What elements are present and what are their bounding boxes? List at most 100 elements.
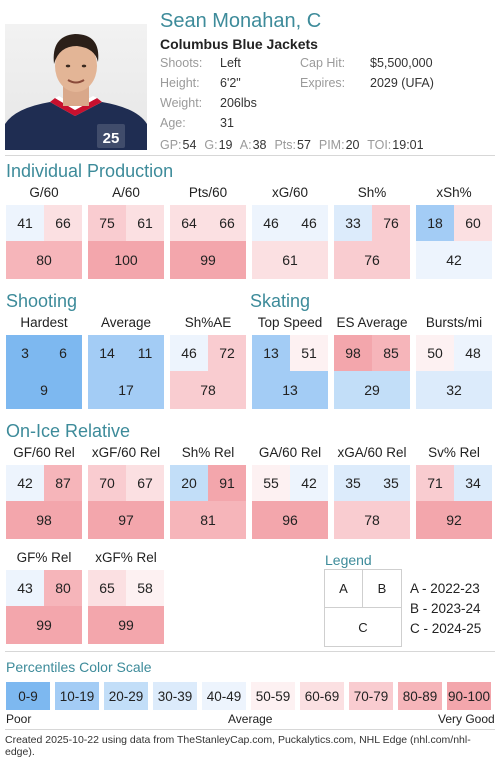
metric-title: Top Speed (257, 315, 323, 330)
pim-label: PIM: (318, 138, 345, 152)
scale-bin: 30-39 (153, 682, 197, 710)
cell-2023-24: 80 (44, 570, 82, 606)
metric-title: xGA/60 Rel (337, 445, 407, 460)
cell-2024-25: 96 (252, 501, 328, 539)
player-photo: 25 (5, 24, 147, 150)
pts-value: 57 (297, 138, 311, 152)
toi-label: TOI: (367, 138, 392, 152)
cell-2024-25: 98 (6, 501, 82, 539)
scale-bin: 60-69 (300, 682, 344, 710)
a-label: A: (239, 138, 252, 152)
cell-2023-24: 6 (44, 335, 82, 371)
weight-value: 206lbs (220, 96, 257, 110)
cell-2022-23: 65 (88, 570, 126, 606)
cell-2024-25: 100 (88, 241, 164, 279)
cell-2023-24: 85 (372, 335, 410, 371)
cell-2024-25: 61 (252, 241, 328, 279)
scale-bin: 10-19 (55, 682, 99, 710)
metric-title: Average (100, 315, 152, 330)
section-on-ice-relative: On-Ice Relative (6, 421, 131, 441)
scale-average-label: Average (228, 712, 273, 726)
height-label: Height: (160, 76, 200, 90)
cell-2023-24: 66 (44, 205, 82, 241)
cell-2023-24: 48 (454, 335, 492, 371)
metric-title: xSh% (436, 185, 472, 200)
metric-title: Bursts/mi (425, 315, 483, 330)
cell-2022-23: 64 (170, 205, 208, 241)
cell-2023-24: 35 (372, 465, 410, 501)
caphit-value: $5,500,000 (370, 56, 433, 70)
cell-2024-25: 99 (170, 241, 246, 279)
info-shoots: Shoots: (160, 56, 202, 70)
cell-2023-24: 66 (208, 205, 246, 241)
info-expires: Expires: (300, 76, 345, 90)
cell-2022-23: 46 (252, 205, 290, 241)
metric-title: G/60 (29, 185, 59, 200)
cell-2023-24: 58 (126, 570, 164, 606)
scale-bin: 40-49 (202, 682, 246, 710)
legend-cell-c: C (358, 619, 368, 635)
team-name: Columbus Blue Jackets (160, 36, 318, 52)
cell-2022-23: 43 (6, 570, 44, 606)
pim-value: 20 (345, 138, 360, 152)
cell-2022-23: 71 (416, 465, 454, 501)
gp-value: 54 (182, 138, 197, 152)
cell-2024-25: 78 (170, 371, 246, 409)
legend-cell-b: B (363, 570, 401, 608)
cell-2023-24: 87 (44, 465, 82, 501)
metric-title: ES Average (336, 315, 408, 330)
cell-2022-23: 42 (6, 465, 44, 501)
info-height: Height: (160, 76, 200, 90)
shoots-value: Left (220, 56, 241, 70)
metric-title: Pts/60 (188, 185, 228, 200)
metric-title: Sh% (357, 185, 387, 200)
jersey-number: 25 (103, 130, 120, 147)
cell-2023-24: 60 (454, 205, 492, 241)
divider (5, 729, 495, 730)
cell-2024-25: 99 (88, 606, 164, 644)
scale-bin: 20-29 (104, 682, 148, 710)
metric-title: GA/60 Rel (258, 445, 322, 460)
caphit-label: Cap Hit: (300, 56, 346, 70)
cell-2022-23: 55 (252, 465, 290, 501)
cell-2024-25: 97 (88, 501, 164, 539)
height-value: 6'2" (220, 76, 241, 90)
cell-2023-24: 91 (208, 465, 246, 501)
cell-2024-25: 92 (416, 501, 492, 539)
metric-title: GF% Rel (16, 550, 72, 565)
cell-2024-25: 17 (88, 371, 164, 409)
scale-bin: 80-89 (398, 682, 442, 710)
cell-2023-24: 46 (290, 205, 328, 241)
metric-title: Hardest (20, 315, 68, 330)
cell-2023-24: 11 (126, 335, 164, 371)
cell-2024-25: 81 (170, 501, 246, 539)
cell-2022-23: 41 (6, 205, 44, 241)
cell-2022-23: 33 (334, 205, 372, 241)
g-label: G: (204, 138, 218, 152)
section-individual-production: Individual Production (6, 161, 174, 181)
cell-2024-25: 76 (334, 241, 410, 279)
cell-2022-23: 13 (252, 335, 290, 371)
cell-2023-24: 61 (126, 205, 164, 241)
divider (5, 651, 495, 652)
cell-2023-24: 67 (126, 465, 164, 501)
section-skating: Skating (250, 291, 311, 311)
player-photo-illustration: 25 (5, 34, 147, 150)
pts-label: Pts: (274, 138, 296, 152)
cell-2024-25: 99 (6, 606, 82, 644)
age-value: 31 (220, 116, 234, 130)
cell-2022-23: 46 (170, 335, 208, 371)
scale-very-good-label: Very Good (438, 712, 495, 726)
age-label: Age: (160, 116, 186, 130)
cell-2024-25: 32 (416, 371, 492, 409)
g-value: 19 (218, 138, 233, 152)
cell-2022-23: 70 (88, 465, 126, 501)
cell-2024-25: 78 (334, 501, 410, 539)
metric-title: Sh%AE (184, 315, 232, 330)
gp-label: GP: (160, 138, 182, 152)
metric-title: xG/60 (271, 185, 309, 200)
legend-title: Legend (325, 552, 372, 568)
scale-bin: 50-59 (251, 682, 295, 710)
scale-bin: 90-100 (447, 682, 491, 710)
section-color-scale: Percentiles Color Scale (6, 659, 152, 675)
